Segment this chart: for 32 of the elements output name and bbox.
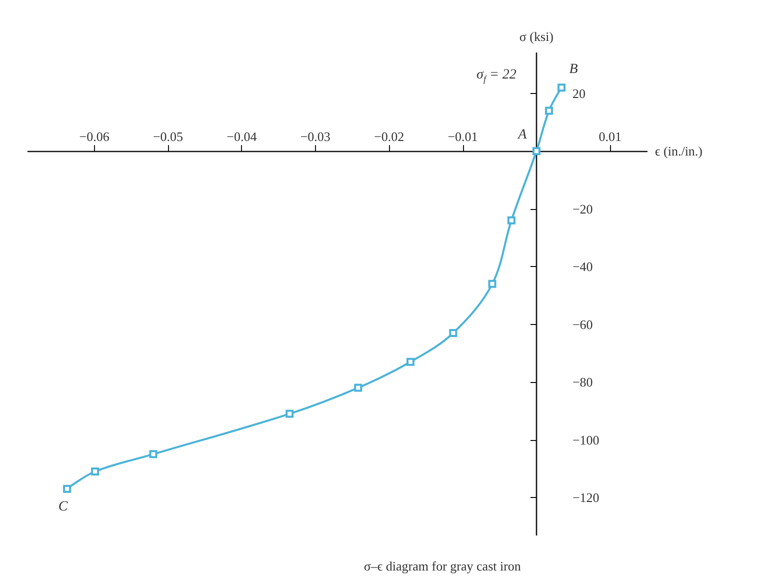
point: [286, 410, 294, 418]
annotation: C: [58, 499, 68, 514]
y-tick-label: −100: [572, 432, 600, 448]
y-tick-label: 20: [572, 86, 586, 101]
point: [544, 106, 553, 115]
y-tick-label: −20: [572, 201, 593, 216]
x-tick-label: −0.06: [79, 129, 110, 144]
text: σ–ϵ diagram for gray cast iron: [364, 558, 522, 574]
x-tick-label: −0.01: [448, 129, 478, 144]
point: [507, 216, 516, 224]
point: [532, 147, 540, 156]
x-axis-title: ϵ (in./in.): [655, 144, 703, 159]
y-axis-title: σ (ksi): [519, 29, 554, 44]
point: [406, 358, 414, 366]
x-tick-label: 0.01: [598, 129, 622, 144]
y-tick-label: −60: [572, 316, 593, 332]
x-tick-label: −0.05: [152, 129, 184, 144]
y-tick-label: −80: [572, 374, 593, 390]
point: [558, 84, 566, 92]
point: [488, 280, 496, 288]
annotation: A: [517, 128, 528, 143]
point: [63, 484, 72, 493]
point: [354, 384, 362, 392]
point: [449, 328, 458, 337]
x-tick-label: −0.03: [300, 129, 330, 144]
x-tick-label: −0.02: [374, 129, 404, 144]
y-tick-label: −120: [572, 490, 600, 505]
x-tick-label: −0.04: [226, 129, 258, 144]
point: [149, 450, 158, 458]
y-tick-label: −40: [572, 259, 593, 274]
point: [91, 468, 100, 476]
annotation: B: [569, 62, 578, 78]
